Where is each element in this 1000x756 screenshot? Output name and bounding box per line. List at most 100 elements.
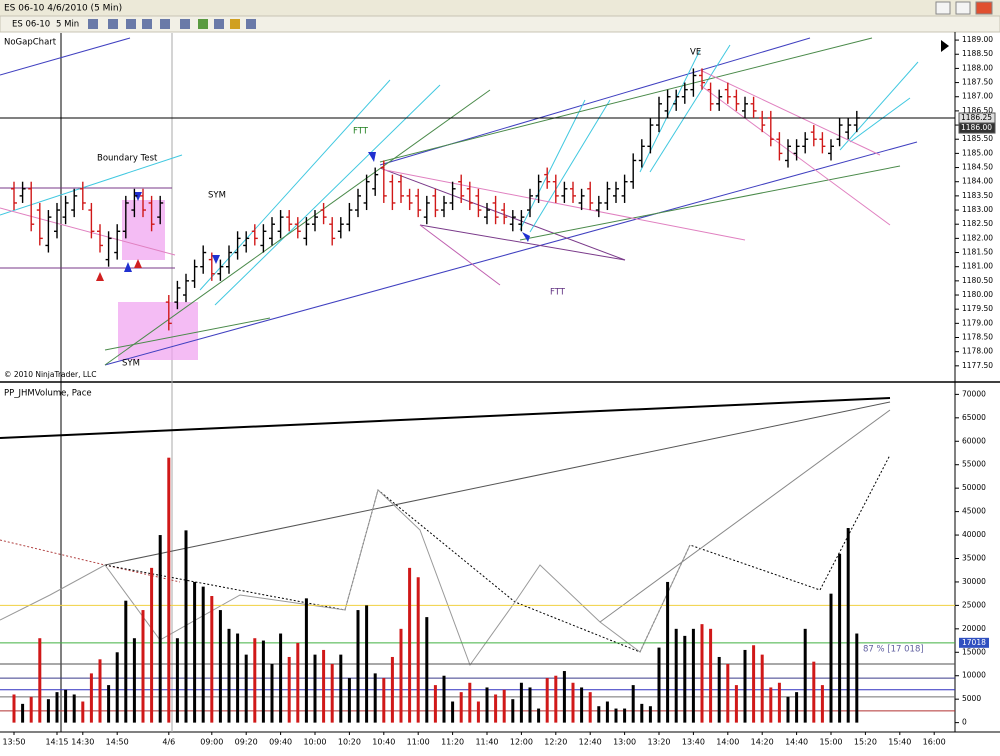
volume-bar <box>494 694 498 723</box>
volume-bar <box>107 685 111 723</box>
volume-bar <box>803 628 807 723</box>
tool-icon[interactable] <box>88 19 98 29</box>
tool-icon[interactable] <box>180 19 190 29</box>
maximize-button[interactable] <box>955 1 971 15</box>
volume-bar <box>46 699 50 723</box>
annotation: Boundary Test <box>97 154 158 164</box>
interval-selector[interactable]: 5 Min <box>56 20 79 30</box>
volume-bar <box>365 605 369 723</box>
x-tick-label: 13:00 <box>613 738 636 747</box>
trendline <box>519 99 586 231</box>
y-tick-label: 1182.00 <box>962 233 993 242</box>
tool-icon[interactable] <box>126 19 136 29</box>
y-tick-label: 55000 <box>962 460 986 469</box>
window-title: ES 06-10 4/6/2010 (5 Min) <box>4 4 122 14</box>
y-tick-label: 1178.00 <box>962 347 993 356</box>
annotation: FTT <box>353 127 369 137</box>
volume-bar <box>674 628 678 723</box>
volume-bar <box>356 610 360 723</box>
volume-bar <box>38 638 42 723</box>
volume-bar <box>425 617 429 723</box>
x-tick-label: 09:40 <box>269 738 292 747</box>
y-tick-label: 1185.50 <box>962 134 993 143</box>
volume-bar <box>614 708 618 723</box>
volume-bar <box>760 654 764 723</box>
volume-bar <box>399 628 403 723</box>
trendline <box>529 99 611 233</box>
y-tick-label: 70000 <box>962 389 986 398</box>
arrow <box>96 272 104 281</box>
tool-icon[interactable] <box>160 19 170 29</box>
y-tick-label: 1189.00 <box>962 35 993 44</box>
volume-bar <box>218 610 222 723</box>
y-tick-label: 1186.50 <box>962 106 993 115</box>
volume-bar <box>459 692 463 723</box>
x-tick-label: 14:50 <box>106 738 129 747</box>
volume-bar <box>433 685 437 723</box>
volume-bar <box>838 553 842 723</box>
volume-bar <box>124 600 128 723</box>
volume-bar <box>683 635 687 723</box>
restore-button[interactable] <box>935 1 951 15</box>
tool-icon[interactable] <box>230 19 240 29</box>
x-tick-label: 15:40 <box>888 738 911 747</box>
volume-bar <box>502 689 506 723</box>
panel-title: NoGapChart <box>4 38 57 48</box>
instrument-selector[interactable]: ES 06-10 <box>12 20 50 30</box>
volume-bar <box>81 701 85 723</box>
volume-bar <box>648 706 652 723</box>
volume-bar <box>545 678 549 723</box>
x-tick-label: 14:15 <box>45 738 68 747</box>
y-tick-label: 1184.00 <box>962 177 993 186</box>
volume-bar <box>322 649 326 723</box>
trendline <box>104 317 271 351</box>
tool-icon[interactable] <box>246 19 256 29</box>
volume-bar <box>580 687 584 723</box>
volume-bar <box>734 685 738 723</box>
y-tick-label: 1188.00 <box>962 63 993 72</box>
trendline <box>0 37 131 76</box>
trendline <box>419 224 501 286</box>
y-tick-label: 60000 <box>962 436 986 445</box>
panel-title: PP_JHMVolume, Pace <box>4 389 92 399</box>
x-tick-label: 09:00 <box>200 738 223 747</box>
tool-icon[interactable] <box>142 19 152 29</box>
y-tick-label: 5000 <box>962 694 981 703</box>
y-tick-label: 1179.50 <box>962 304 993 313</box>
y-tick-label: 1183.00 <box>962 205 993 214</box>
volume-bar <box>743 649 747 723</box>
volume-bar <box>279 633 283 723</box>
pace-line <box>104 454 891 653</box>
close-button[interactable] <box>975 1 993 15</box>
tool-icon[interactable] <box>214 19 224 29</box>
y-tick-label: 1181.00 <box>962 262 993 271</box>
trendline <box>104 141 918 366</box>
trendline <box>199 79 391 291</box>
y-tick-label: 1184.50 <box>962 163 993 172</box>
tool-icon[interactable] <box>108 19 118 29</box>
volume-bar <box>296 642 300 723</box>
volume-bar <box>55 692 59 723</box>
trendline <box>0 207 176 256</box>
volume-bar <box>408 567 412 723</box>
tool-icon[interactable] <box>198 19 208 29</box>
volume-bar <box>700 624 704 723</box>
volume-bar <box>631 685 635 723</box>
volume-bar <box>72 694 76 723</box>
volume-bar <box>347 678 351 723</box>
x-tick-label: 11:20 <box>441 738 464 747</box>
scroll-end[interactable] <box>941 40 949 52</box>
volume-bar <box>554 675 558 723</box>
arrow <box>212 255 220 264</box>
volume-bar <box>236 633 240 723</box>
volume-bar <box>829 593 833 723</box>
x-tick-label: 12:20 <box>544 738 567 747</box>
volume-bar <box>382 678 386 723</box>
price-tag <box>958 122 996 134</box>
x-tick-label: 13:50 <box>2 738 25 747</box>
volume-bar <box>528 687 532 723</box>
arrow <box>124 262 132 272</box>
y-tick-label: 1180.00 <box>962 290 993 299</box>
volume-bar <box>451 701 455 723</box>
